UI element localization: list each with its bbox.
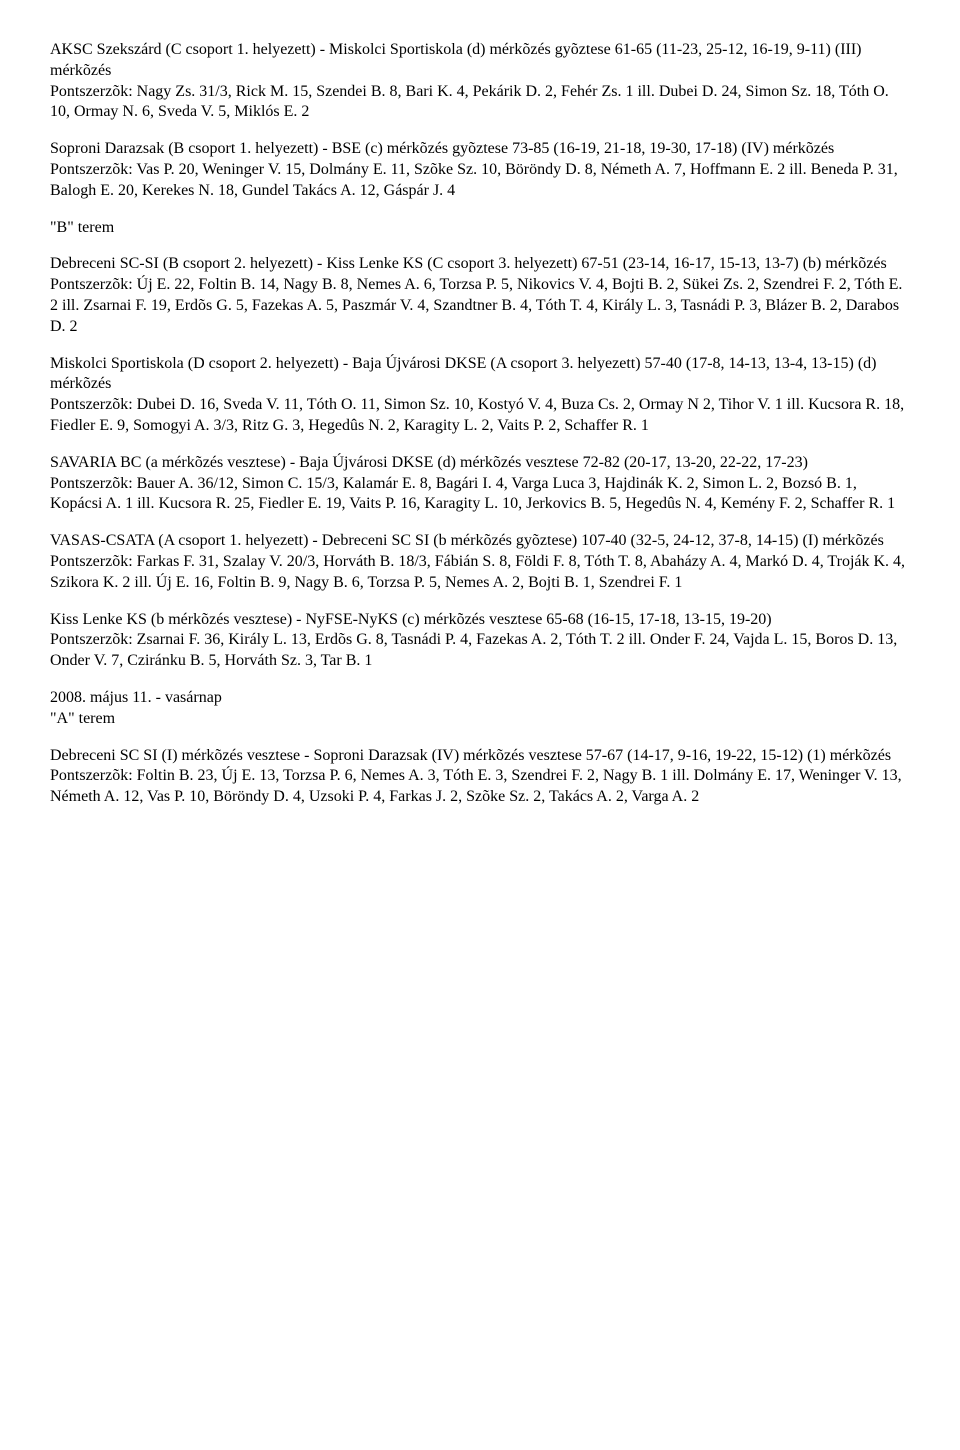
paragraph-9: Debreceni SC SI (I) mérkõzés vesztese - …: [50, 746, 910, 808]
paragraph-7: Kiss Lenke KS (b mérkõzés vesztese) - Ny…: [50, 610, 910, 672]
paragraph-6: VASAS-CSATA (A csoport 1. helyezett) - D…: [50, 531, 910, 593]
paragraph-5: SAVARIA BC (a mérkõzés vesztese) - Baja …: [50, 453, 910, 515]
paragraph-4: Miskolci Sportiskola (D csoport 2. helye…: [50, 354, 910, 437]
paragraph-8: 2008. május 11. - vasárnap"A" terem: [50, 688, 910, 730]
paragraph-1: Soproni Darazsak (B csoport 1. helyezett…: [50, 139, 910, 201]
paragraph-0: AKSC Szekszárd (C csoport 1. helyezett) …: [50, 40, 910, 123]
paragraph-3: Debreceni SC-SI (B csoport 2. helyezett)…: [50, 254, 910, 337]
paragraph-2: "B" terem: [50, 218, 910, 239]
document-body: AKSC Szekszárd (C csoport 1. helyezett) …: [50, 40, 910, 808]
